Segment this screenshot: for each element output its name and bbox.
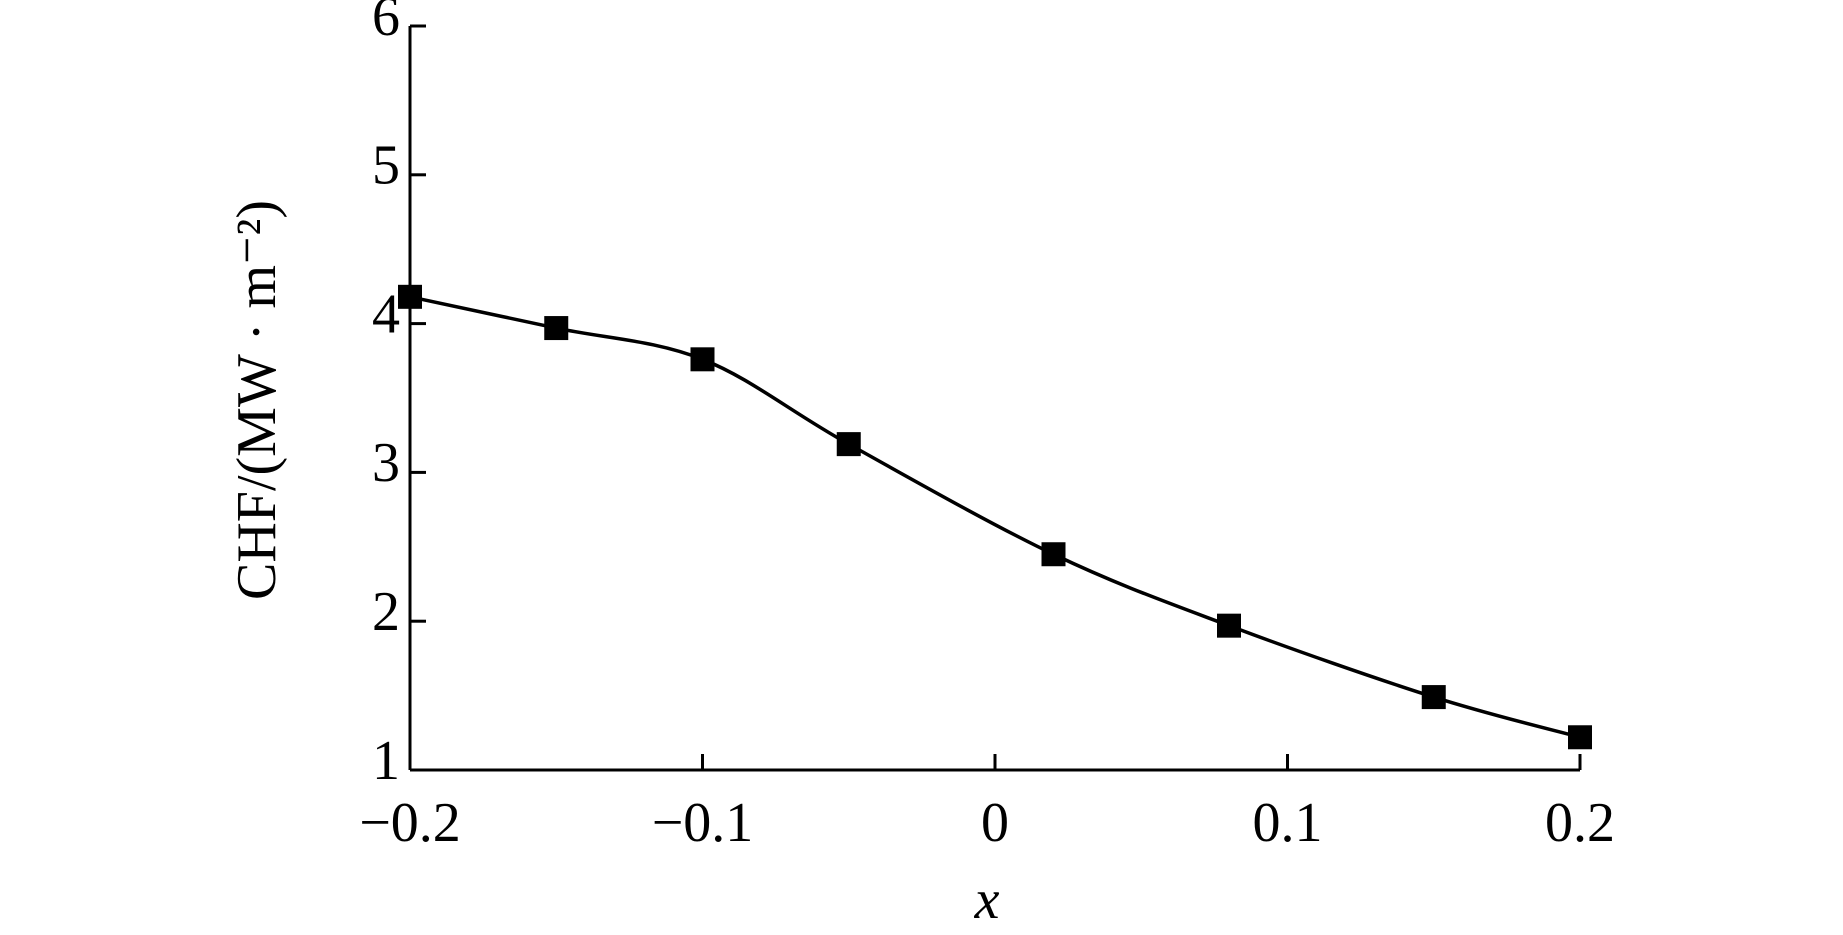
y-tick-label: 5 bbox=[372, 135, 400, 197]
y-tick-label: 1 bbox=[372, 730, 400, 792]
y-axis-label: CHF/(MW · m⁻²) bbox=[226, 200, 288, 600]
marker bbox=[398, 284, 422, 309]
x-tick-label: 0.1 bbox=[1253, 792, 1323, 854]
marker bbox=[1568, 725, 1592, 750]
marker bbox=[1041, 542, 1066, 567]
y-tick-label: 3 bbox=[372, 432, 400, 494]
x-axis-label: x bbox=[974, 869, 1000, 931]
x-tick-label: 0 bbox=[981, 792, 1009, 854]
marker bbox=[1217, 613, 1241, 638]
x-tick-label: 0.2 bbox=[1545, 792, 1615, 854]
y-tick-label: 2 bbox=[372, 581, 400, 643]
x-tick-label: −0.1 bbox=[652, 792, 754, 854]
y-tick-label: 4 bbox=[372, 283, 400, 345]
y-tick-label: 6 bbox=[372, 0, 400, 48]
line bbox=[409, 295, 1581, 739]
x-tick-label: −0.2 bbox=[359, 792, 461, 854]
marker bbox=[836, 432, 861, 457]
marker bbox=[690, 347, 715, 372]
marker bbox=[544, 316, 569, 341]
marker bbox=[1421, 685, 1446, 710]
